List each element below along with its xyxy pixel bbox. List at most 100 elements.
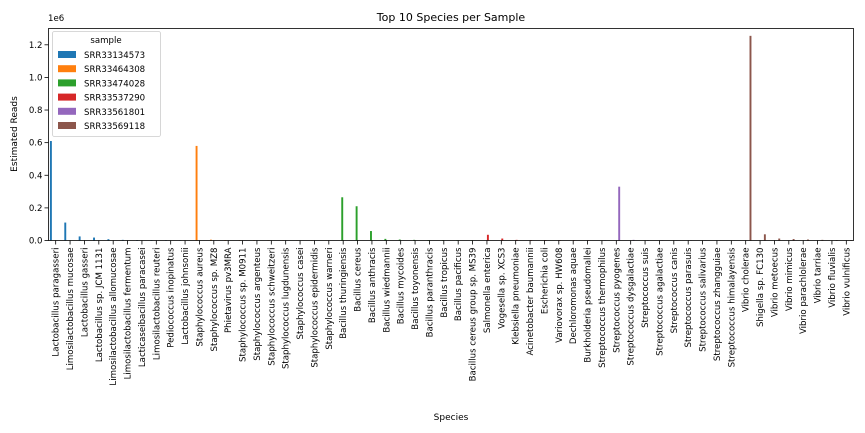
x-tick-label: Limosilactobacillus allomucosae [109,248,119,386]
bar [195,145,198,241]
x-tick-label: Staphylococcus aureus [195,247,205,347]
x-tick-label: Lactobacillus johnsonii [181,247,191,344]
x-tick-label: Acinetobacter baumannii [526,247,536,355]
x-tick-label: Vibrio tarriae [814,247,824,303]
x-tick-label: Bacillus paranthracis [425,247,435,337]
legend-entries: SRR33134573 SRR33464308 SRR33474028 SRR3353… [58,51,145,132]
legend-swatch [58,107,76,115]
y-axis-label: Estimated Reads [10,96,20,172]
x-tick-label: Streptococcus thermophilus [598,247,608,368]
x-tick-label: Streptococcus parasuis [684,247,694,347]
bar [618,186,621,241]
x-tick-label: Streptococcus agalactiae [655,248,665,356]
x-tick-label: Bacillus anthracis [368,247,378,323]
x-tick-label: Lacticaseibacillus paracasei [138,248,148,368]
bar [384,238,387,241]
x-tick-label: Staphylococcus schweitzeri [267,247,277,365]
y-tick-label: 1.0 [29,73,43,83]
x-axis-label: Species [434,413,469,423]
legend-label: SRR33134573 [84,51,145,61]
bar [749,35,752,241]
x-tick-label: Streptococcus suis [641,247,651,328]
axes-frame [48,28,854,241]
bar [501,238,504,241]
x-tick-label: Vibrio mimicus [785,247,795,311]
chart-title: Top 10 Species per Sample [376,11,526,24]
x-tick-label: Staphylococcus argenteus [253,247,263,361]
x-tick-label: Vibrio fluvialis [828,247,838,308]
bar [792,239,795,241]
x-tick-label: Bacillus cereus [354,247,364,312]
x-tick-label: Staphylococcus epidermidis [310,247,320,368]
bar [486,234,489,241]
x-tick-label: Limosilactobacillus mucosae [66,247,76,370]
x-tick-label: Staphylococcus lugdunensis [282,247,292,369]
x-tick-label: Klebsiella pneumoniae [512,248,522,345]
x-tick-label: Bacillus toyonensis [411,247,421,330]
x-tick-label: Vibrio vulnificus [842,247,852,316]
legend-title: sample [90,36,121,46]
y-tick-label: 1.2 [29,41,43,51]
legend-swatch [58,79,76,87]
x-tick-label: Bacillus mycoides [397,247,407,324]
x-tick-label: Vibrio cholerae [742,248,752,313]
bar [763,234,766,241]
x-tick-label: Limosilactobacillus fermentum [124,247,134,379]
y-tick-label: 0.4 [29,171,43,181]
bar [93,237,95,241]
x-tick-label: Salmonella enterica [483,248,493,334]
x-tick-label: Bacillus pacificus [454,247,464,321]
x-tick-label: Phietavirus pv3MRA [224,247,234,333]
x-tick-label: Lactobacillus gasseri [80,248,90,338]
legend-swatch [58,93,76,101]
bar [807,239,809,241]
bar [49,141,52,241]
x-tick-label: Lactobacillus sp. JCM 1131 [95,247,105,362]
x-tick-label: Streptococcus dysgalactiae [627,248,637,366]
bar [398,239,401,241]
bar [107,239,110,241]
x-tick-label: Burkholderia pseudomallei [584,247,594,362]
y-tick-label: 0.0 [29,237,43,247]
x-tick-label: Vibrio parachlolerae [799,248,809,335]
legend-label: SRR33537290 [84,94,145,104]
bar [370,231,372,241]
bar [778,238,781,241]
legend-label: SRR33569118 [84,122,145,132]
x-tick-label: Streptococcus zhangguiae [713,248,723,362]
y-tick-label: 0.2 [29,204,43,214]
legend-label: SRR33474028 [84,79,145,89]
x-tick-label: Staphylococcus sp. MZ8 [210,247,220,351]
x-tick-label: Pediococcus inopinatus [167,247,177,348]
x-tick-label: Lactobacillus paragasseri [52,248,62,357]
x-tick-label: Vogesella sp. XCS3 [497,247,507,328]
x-tick-label: Bacillus tropicus [440,247,450,318]
x-tick-label: Shigella sp. FC130 [756,247,766,327]
legend-label: SRR33561801 [84,108,145,118]
legend-box [52,31,161,137]
x-tick-label: Bacillus cereus group sp. MS39 [469,247,479,381]
x-tick-label: Staphylococcus casei [296,247,306,339]
bar [355,206,358,241]
legend-swatch [58,122,76,129]
x-tick-label: Staphylococcus warneri [325,247,335,349]
legend-swatch [58,51,76,58]
x-tick-label: Streptococcus pyogenes [612,247,622,353]
legend: sample SRR33134573 SRR33464308 SRR33474028… [52,31,161,137]
x-tick-label: Streptococcus canis [670,247,680,333]
x-tick-label: Bacillus thuringiensis [339,247,349,339]
x-tick-label: Streptococcus salivarius [699,247,709,352]
legend-swatch [58,65,76,73]
y-tick-label: 0.8 [29,106,43,116]
y-axis: 0.0 0.2 0.4 0.6 0.8 1.0 1.2 [29,41,49,247]
x-tick-label: Dechloromonas aquae [569,248,579,345]
x-axis: Lactobacillus paragasseri Limosilactobaci… [52,240,852,386]
x-tick-label: Streptococcus himalayensis [727,247,737,367]
y-offset-label: 1e6 [48,14,64,24]
x-tick-label: Staphylococcus sp. M0911 [239,247,249,362]
bar [209,239,212,241]
legend-label: SRR33464308 [84,65,145,75]
x-tick-label: Limosilactobacillus reuteri [152,247,162,360]
x-tick-label: Variovorax sp. HW608 [555,247,565,342]
